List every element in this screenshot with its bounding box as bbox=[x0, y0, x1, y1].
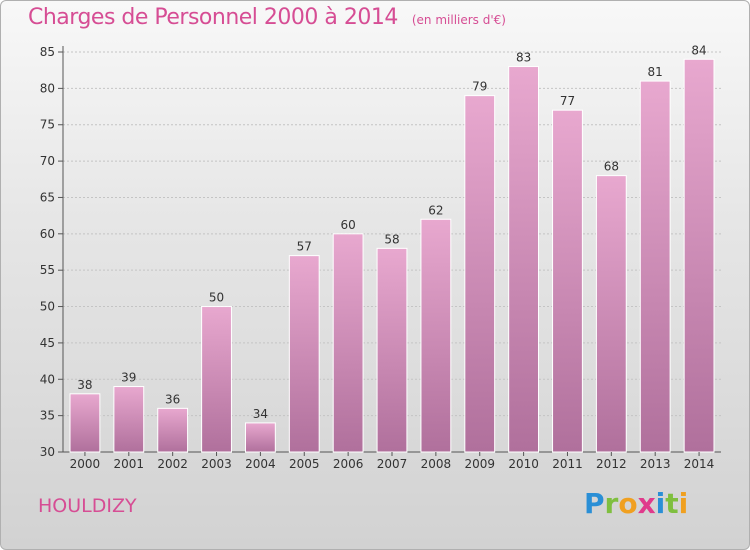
x-tick-label: 2002 bbox=[157, 457, 188, 471]
commune-name: HOULDIZY bbox=[38, 495, 137, 517]
chart-subtitle: (en milliers d'€) bbox=[411, 13, 506, 27]
proxiti-logo: Proxiti bbox=[584, 487, 688, 520]
x-tick-label: 2009 bbox=[464, 457, 495, 471]
y-tick-label: 40 bbox=[40, 372, 55, 386]
bar bbox=[683, 58, 715, 453]
data-label: 50 bbox=[209, 291, 224, 305]
y-tick-label: 80 bbox=[40, 81, 55, 95]
bar bbox=[201, 306, 232, 453]
y-tick-label: 30 bbox=[40, 445, 55, 459]
bar bbox=[157, 407, 189, 453]
data-label: 68 bbox=[604, 160, 619, 174]
bar bbox=[69, 393, 101, 453]
logo-letter: r bbox=[604, 487, 619, 520]
x-tick-label: 2008 bbox=[421, 457, 452, 471]
y-tick-label: 75 bbox=[40, 118, 55, 132]
bar bbox=[113, 386, 145, 453]
logo-letter: i bbox=[678, 487, 689, 520]
data-label: 39 bbox=[121, 371, 136, 385]
bar bbox=[595, 175, 627, 453]
x-tick-label: 2004 bbox=[245, 457, 276, 471]
y-tick-label: 50 bbox=[40, 300, 55, 314]
data-label: 36 bbox=[165, 392, 180, 406]
y-tick-label: 65 bbox=[40, 190, 55, 204]
x-tick-label: 2014 bbox=[684, 457, 715, 471]
x-tick-label: 2011 bbox=[552, 457, 583, 471]
data-label: 84 bbox=[691, 43, 706, 57]
y-tick-label: 45 bbox=[40, 336, 55, 350]
data-label: 57 bbox=[297, 240, 312, 254]
logo-letter: t bbox=[665, 487, 679, 520]
x-tick-label: 2005 bbox=[289, 457, 320, 471]
data-label: 34 bbox=[253, 407, 268, 421]
bar bbox=[288, 255, 320, 453]
data-label: 38 bbox=[77, 378, 92, 392]
x-tick-label: 2000 bbox=[70, 457, 101, 471]
bar bbox=[420, 218, 452, 453]
chart-title: Charges de Personnel 2000 à 2014 (en mill… bbox=[28, 5, 506, 30]
bar bbox=[332, 233, 364, 453]
x-tick-label: 2012 bbox=[596, 457, 627, 471]
x-tick-label: 2003 bbox=[201, 457, 232, 471]
x-tick-label: 2013 bbox=[640, 457, 671, 471]
data-label: 58 bbox=[384, 232, 399, 246]
bar bbox=[508, 66, 540, 453]
x-tick-label: 2007 bbox=[377, 457, 408, 471]
data-label: 79 bbox=[472, 80, 487, 94]
data-label: 60 bbox=[340, 218, 355, 232]
y-tick-label: 35 bbox=[40, 409, 55, 423]
logo-letter: o bbox=[618, 487, 638, 520]
logo-letter: i bbox=[655, 487, 666, 520]
bar bbox=[244, 422, 276, 453]
data-label: 62 bbox=[428, 203, 443, 217]
x-tick-label: 2006 bbox=[333, 457, 364, 471]
y-tick-label: 70 bbox=[40, 154, 55, 168]
x-tick-label: 2010 bbox=[508, 457, 539, 471]
y-tick-label: 85 bbox=[40, 45, 55, 59]
data-label: 83 bbox=[516, 51, 531, 65]
logo-letter: x bbox=[637, 487, 656, 520]
data-label: 77 bbox=[560, 94, 575, 108]
bar bbox=[552, 109, 583, 453]
x-tick-label: 2001 bbox=[114, 457, 145, 471]
data-label: 81 bbox=[648, 65, 663, 79]
logo-letter: P bbox=[584, 487, 605, 520]
bar bbox=[639, 80, 671, 453]
bar bbox=[376, 247, 408, 453]
y-tick-label: 55 bbox=[40, 263, 55, 277]
bar bbox=[464, 95, 496, 453]
y-tick-label: 60 bbox=[40, 227, 55, 241]
